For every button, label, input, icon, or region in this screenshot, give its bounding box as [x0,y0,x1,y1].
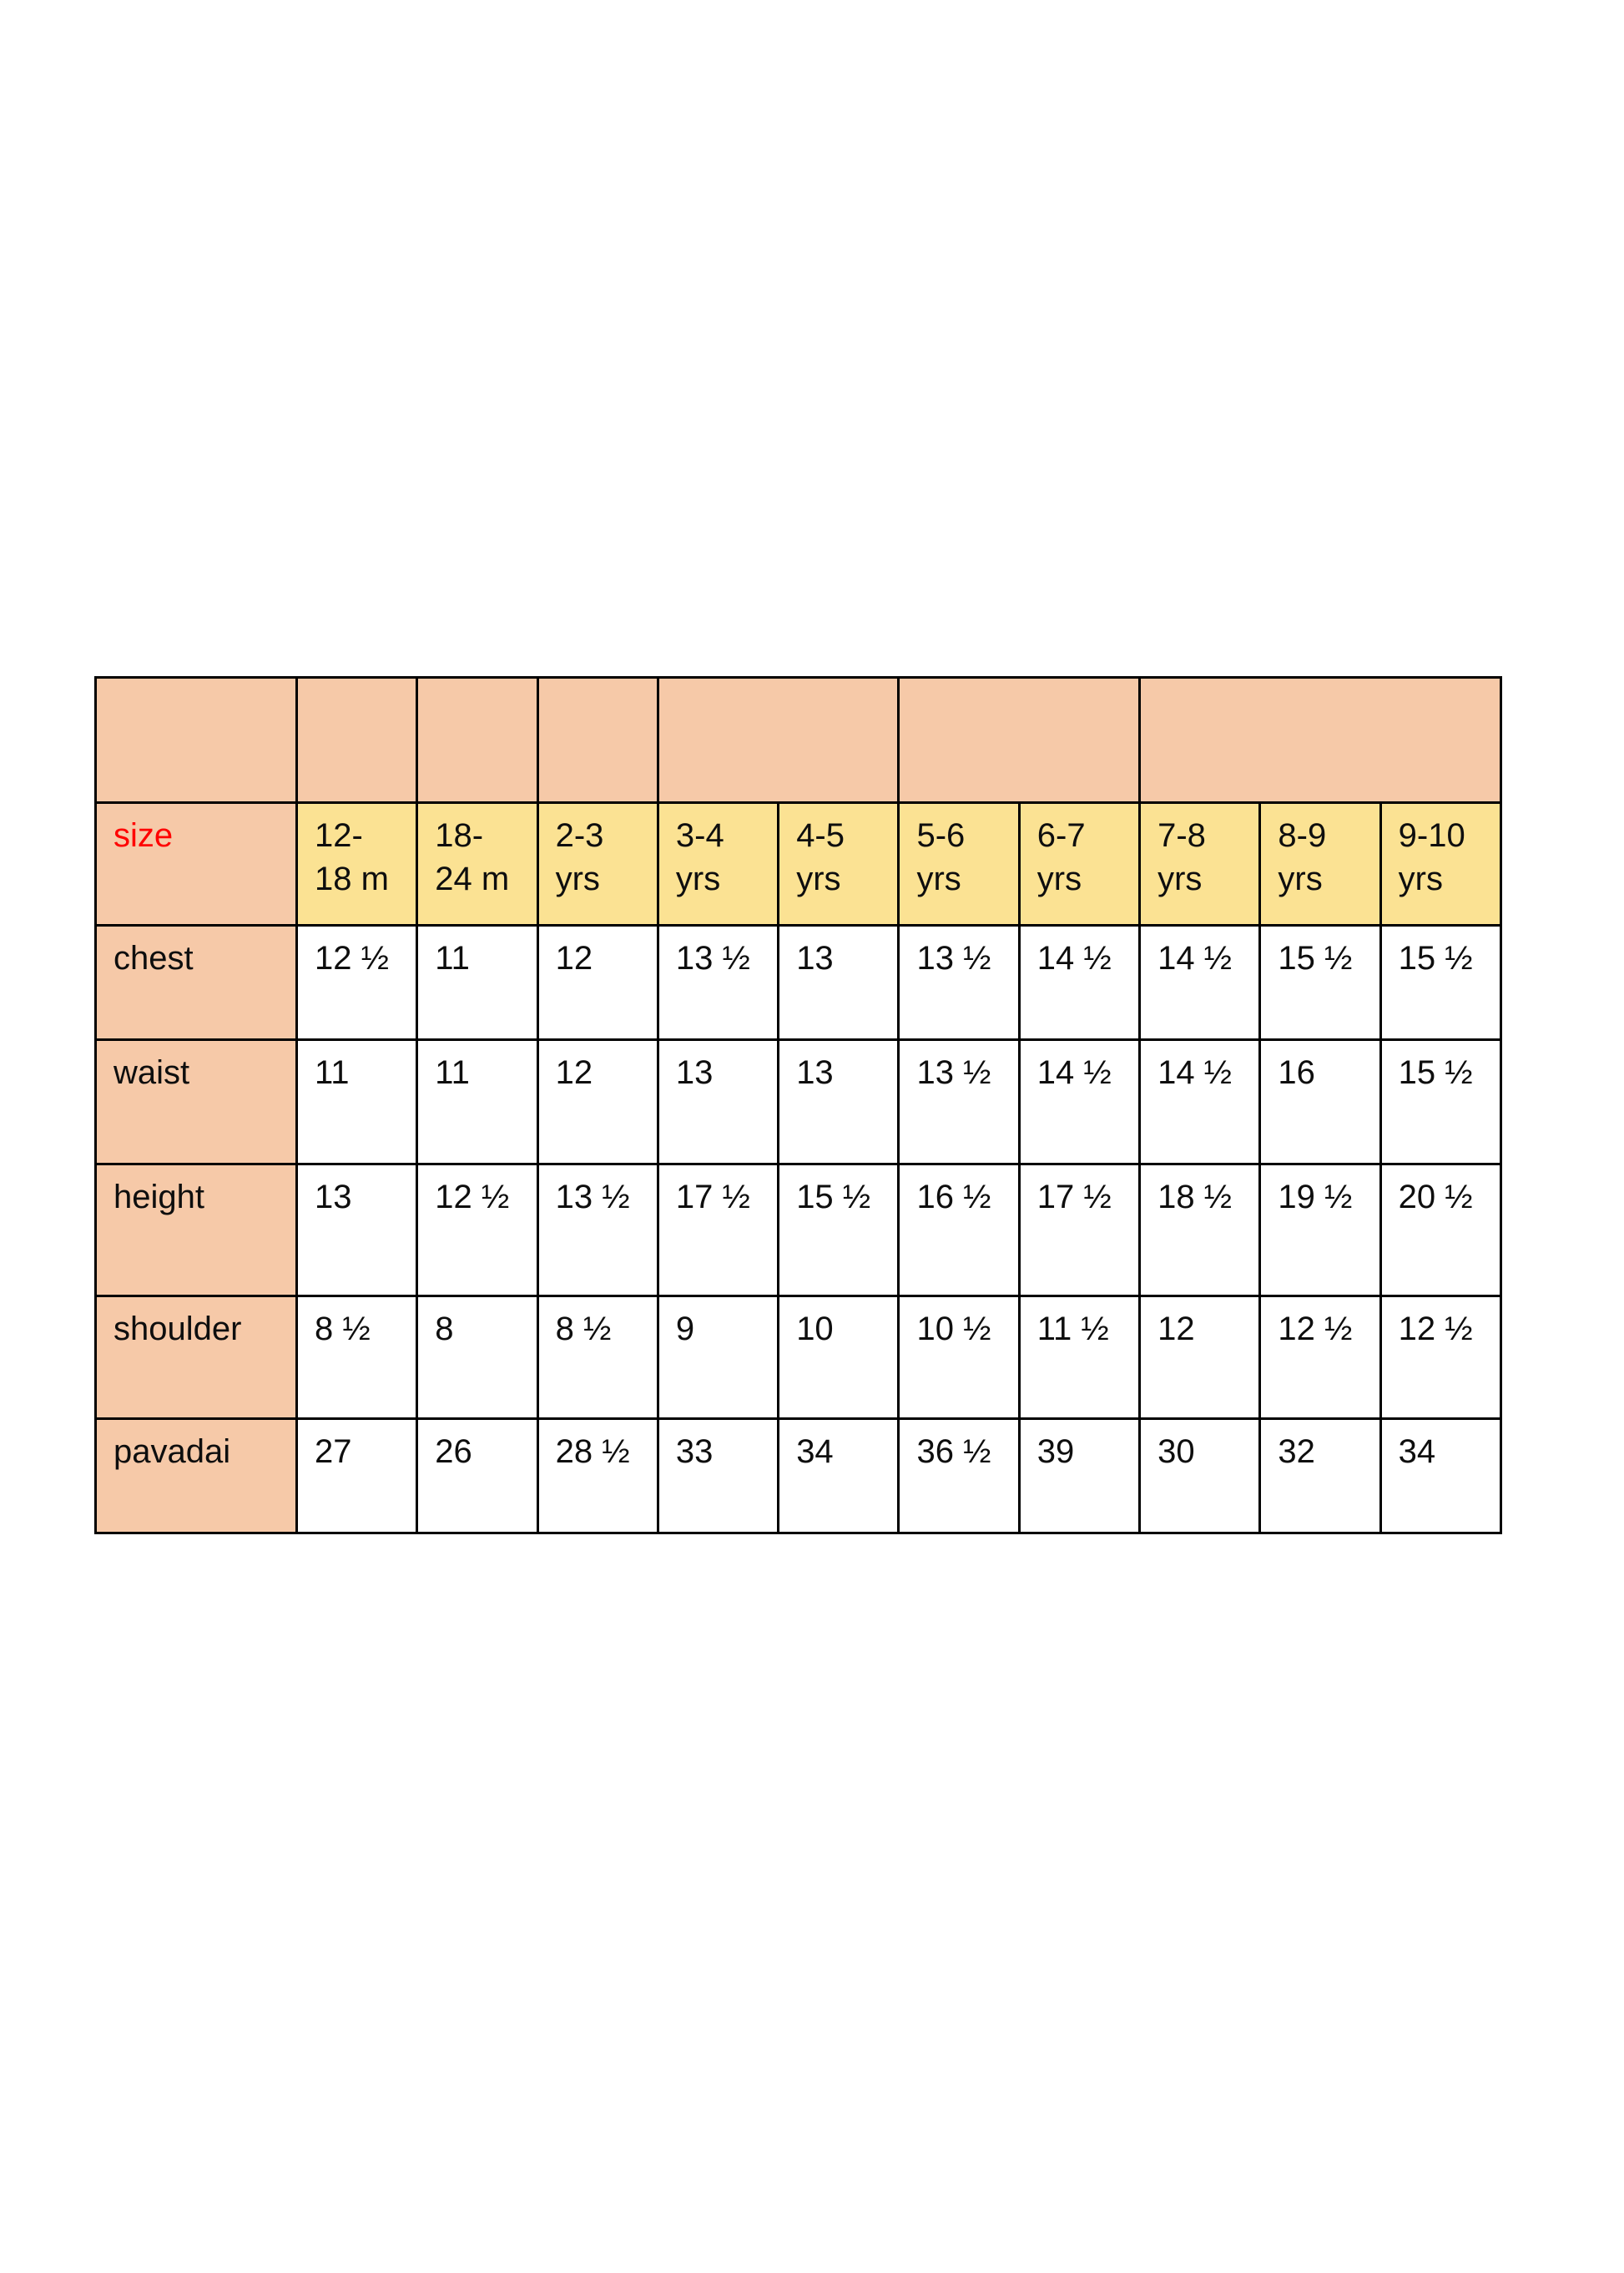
measurement-cell: 13 ½ [536,1163,659,1297]
measurement-cell: 15 ½ [1379,924,1503,1041]
table-row-waist: waist 11 11 12 13 13 13 ½ 14 ½ 14 ½ 16 1… [94,1038,1503,1165]
measurement-cell: 12 ½ [1379,1295,1503,1420]
measurement-cell: 30 [1138,1417,1262,1534]
row-label-waist: waist [94,1038,298,1165]
measurement-cell: 18 ½ [1138,1163,1262,1297]
measurement-cell: 36 ½ [897,1417,1021,1534]
measurement-cell: 11 [295,1038,419,1165]
row-label-shoulder: shoulder [94,1295,298,1420]
row-label-pavadai: pavadai [94,1417,298,1534]
table-row-shoulder: shoulder 8 ½ 8 8 ½ 9 10 10 ½ 11 ½ 12 12 … [94,1295,1503,1420]
measurement-cell: 8 ½ [536,1295,659,1420]
measurement-cell: 15 ½ [777,1163,900,1297]
header-empty-cell [94,676,298,804]
measurement-cell: 27 [295,1417,419,1534]
size-col-header: 4-5 yrs [777,801,900,927]
size-chart-table: size 12- 18 m 18- 24 m 2-3 yrs 3-4 yrs 4… [94,676,1503,1534]
size-col-header: 6-7 yrs [1017,801,1142,927]
measurement-cell: 20 ½ [1379,1163,1503,1297]
size-col-header: 8-9 yrs [1258,801,1382,927]
measurement-cell: 12 ½ [416,1163,539,1297]
measurement-cell: 26 [416,1417,539,1534]
size-col-header: 5-6 yrs [897,801,1021,927]
size-col-header: 7-8 yrs [1138,801,1262,927]
measurement-cell: 12 ½ [1258,1295,1382,1420]
measurement-cell: 12 [536,924,659,1041]
measurement-cell: 33 [656,1417,780,1534]
measurement-cell: 19 ½ [1258,1163,1382,1297]
measurement-cell: 11 [416,1038,539,1165]
header-empty-cell-merged [656,676,900,804]
measurement-cell: 10 ½ [897,1295,1021,1420]
measurement-cell: 32 [1258,1417,1382,1534]
header-banner-row [94,676,1502,804]
row-label-chest: chest [94,924,298,1041]
row-label-height: height [94,1163,298,1297]
measurement-cell: 16 [1258,1038,1382,1165]
measurement-cell: 39 [1017,1417,1142,1534]
measurement-cell: 14 ½ [1017,1038,1142,1165]
measurement-cell: 28 ½ [536,1417,659,1534]
measurement-cell: 9 [656,1295,780,1420]
measurement-cell: 10 [777,1295,900,1420]
measurement-cell: 12 [536,1038,659,1165]
measurement-cell: 13 [656,1038,780,1165]
size-col-header: 9-10 yrs [1379,801,1503,927]
measurement-cell: 14 ½ [1017,924,1142,1041]
size-col-header: 2-3 yrs [536,801,659,927]
measurement-cell: 11 ½ [1017,1295,1142,1420]
measurement-cell: 16 ½ [897,1163,1021,1297]
measurement-cell: 17 ½ [656,1163,780,1297]
size-col-header: 3-4 yrs [656,801,780,927]
measurement-cell: 13 ½ [656,924,780,1041]
measurement-cell: 34 [1379,1417,1503,1534]
size-header-row: size 12- 18 m 18- 24 m 2-3 yrs 3-4 yrs 4… [94,801,1503,927]
header-empty-cell [536,676,659,804]
measurement-cell: 12 ½ [295,924,419,1041]
measurement-cell: 13 [295,1163,419,1297]
header-empty-cell-merged [897,676,1142,804]
measurement-cell: 14 ½ [1138,1038,1262,1165]
measurement-cell: 17 ½ [1017,1163,1142,1297]
size-col-header: 18- 24 m [416,801,539,927]
measurement-cell: 14 ½ [1138,924,1262,1041]
measurement-cell: 34 [777,1417,900,1534]
measurement-cell: 11 [416,924,539,1041]
table-row-pavadai: pavadai 27 26 28 ½ 33 34 36 ½ 39 30 32 3… [94,1417,1503,1534]
measurement-cell: 15 ½ [1258,924,1382,1041]
header-empty-cell [416,676,539,804]
measurement-cell: 13 [777,1038,900,1165]
table-row-height: height 13 12 ½ 13 ½ 17 ½ 15 ½ 16 ½ 17 ½ … [94,1163,1503,1297]
size-row-label: size [94,801,298,927]
measurement-cell: 15 ½ [1379,1038,1503,1165]
header-empty-cell [295,676,419,804]
measurement-cell: 13 ½ [897,1038,1021,1165]
header-empty-cell-merged [1138,676,1502,804]
table-row-chest: chest 12 ½ 11 12 13 ½ 13 13 ½ 14 ½ 14 ½ … [94,924,1503,1041]
measurement-cell: 8 [416,1295,539,1420]
size-col-header: 12- 18 m [295,801,419,927]
measurement-cell: 12 [1138,1295,1262,1420]
measurement-cell: 8 ½ [295,1295,419,1420]
measurement-cell: 13 [777,924,900,1041]
measurement-cell: 13 ½ [897,924,1021,1041]
